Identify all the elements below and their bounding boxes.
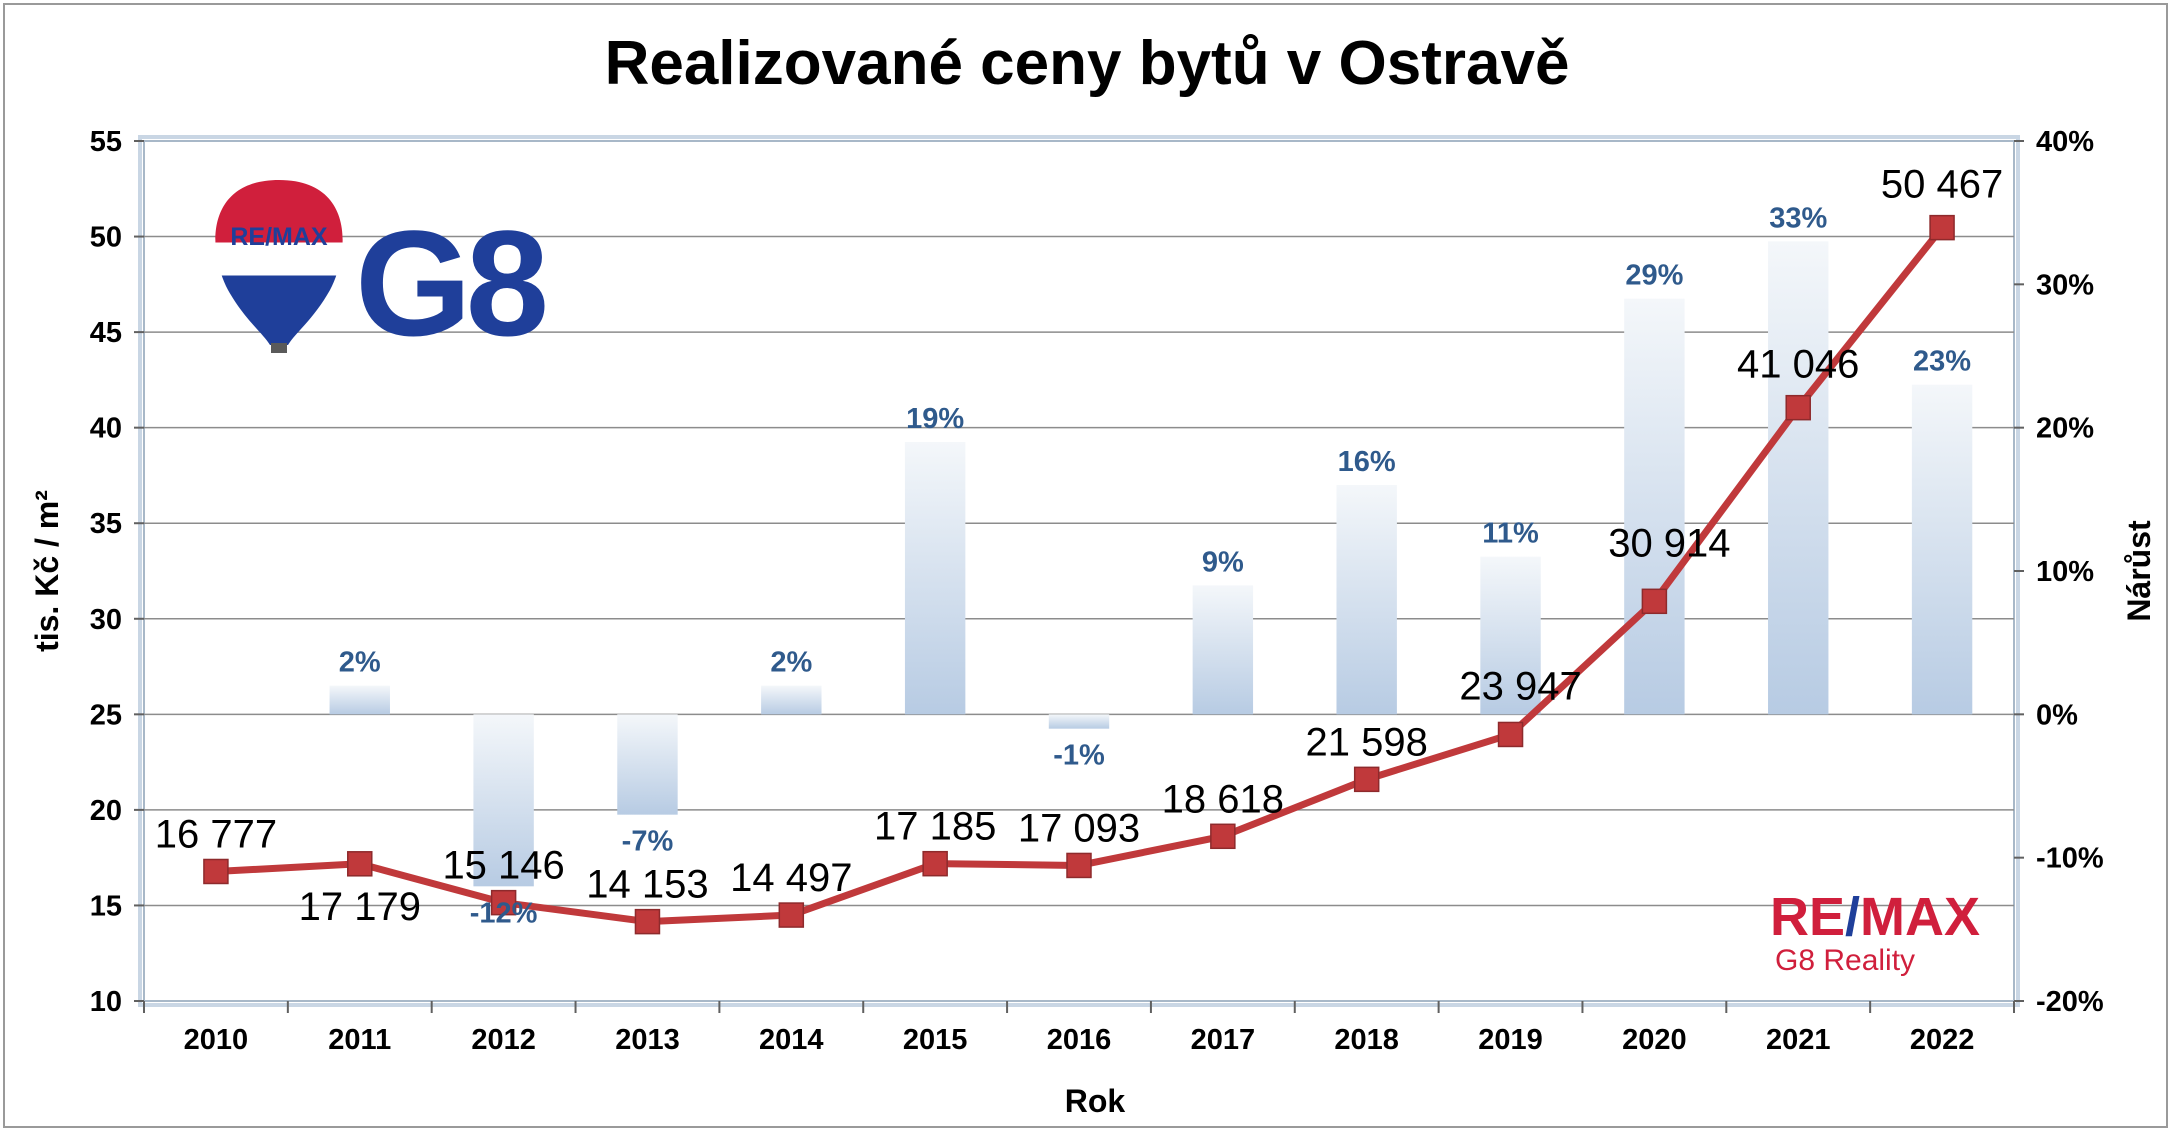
y2-tick-label: -20% <box>2036 986 2104 1018</box>
growth-bar <box>617 714 678 815</box>
corner-logo-subtitle: G8 Reality <box>1775 944 1915 977</box>
price-marker <box>778 902 805 928</box>
price-marker <box>1785 394 1811 421</box>
price-marker <box>1641 588 1668 615</box>
growth-bar <box>473 714 534 887</box>
y2-tick-label: 20% <box>2036 413 2094 445</box>
y2-tick-label: 0% <box>2036 699 2078 731</box>
price-marker <box>922 850 948 877</box>
price-marker <box>1929 214 1955 241</box>
x-tick-label: 2022 <box>1910 1024 1975 1056</box>
growth-label: 16% <box>1338 446 1396 478</box>
price-label: 17 179 <box>299 885 421 929</box>
x-axis-title: Rok <box>1065 1083 1126 1119</box>
price-marker <box>1497 721 1524 748</box>
price-marker <box>1210 823 1236 850</box>
price-label: 23 947 <box>1459 664 1581 708</box>
price-label: 50 467 <box>1881 163 2003 207</box>
y-tick-label: 45 <box>90 317 122 349</box>
axes: 10 15 20 25 30 35 40 45 50 55 -20% -10% 0% 10% 20% 30% 4… <box>90 126 2104 1056</box>
price-marker <box>203 858 229 885</box>
corner-logo-brand: RE/MAX <box>1770 887 1980 947</box>
y-tick-label: 20 <box>90 795 122 827</box>
growth-label: 23% <box>1913 346 1971 378</box>
price-marker <box>490 889 517 916</box>
y-tick-label: 55 <box>90 126 122 158</box>
growth-label: 2% <box>339 647 381 679</box>
growth-label: 2% <box>770 647 812 679</box>
g8-logo-text: G8 <box>355 199 545 367</box>
y2-tick-label: 30% <box>2036 269 2094 301</box>
x-tick-label: 2012 <box>471 1024 536 1056</box>
growth-bar <box>1192 585 1254 715</box>
growth-bar <box>329 685 390 715</box>
y-tick-label: 40 <box>90 413 122 445</box>
x-tick-label: 2014 <box>759 1024 824 1056</box>
price-marker <box>347 851 373 877</box>
growth-label: 19% <box>906 403 964 435</box>
price-label: 21 598 <box>1306 720 1428 764</box>
price-label: 41 046 <box>1737 343 1859 387</box>
x-tick-label: 2018 <box>1334 1024 1399 1056</box>
growth-label: -7% <box>622 826 674 858</box>
growth-label: 29% <box>1625 260 1683 292</box>
x-tick-label: 2019 <box>1478 1024 1543 1056</box>
price-line <box>203 214 1955 935</box>
price-label: 17 185 <box>874 805 996 849</box>
x-tick-label: 2011 <box>328 1024 391 1056</box>
growth-bar <box>1624 298 1685 715</box>
growth-bar <box>904 442 966 715</box>
growth-label: 11% <box>1482 518 1539 550</box>
growth-label: 33% <box>1769 202 1827 234</box>
x-tick-label: 2010 <box>184 1024 249 1056</box>
y-tick-label: 50 <box>90 222 122 254</box>
price-label: 14 497 <box>730 856 852 900</box>
price-label: 14 153 <box>586 863 708 907</box>
growth-label: 9% <box>1202 546 1244 578</box>
x-tick-label: 2017 <box>1191 1024 1256 1056</box>
y2-tick-label: 10% <box>2036 556 2094 588</box>
price-label: 15 146 <box>442 844 564 888</box>
y-tick-label: 25 <box>90 699 122 731</box>
price-marker <box>1066 852 1092 879</box>
balloon-logo-text: RE/MAX <box>230 223 328 251</box>
y-tick-label: 30 <box>90 604 122 636</box>
y-axis-title: tis. Kč / m² <box>29 490 65 652</box>
balloon-basket-icon <box>271 343 287 353</box>
remax-balloon-logo: RE/MAX G8 <box>215 180 551 367</box>
data-labels: 2% -12% -7% 2% 19% -1% 9% 16% 11% 29% 33% 23% 16 777… <box>155 163 2003 930</box>
growth-bar <box>1336 485 1397 715</box>
price-label: 16 777 <box>155 812 277 856</box>
price-marker <box>1353 766 1380 793</box>
growth-bar <box>761 685 822 715</box>
growth-label: -12% <box>470 897 538 929</box>
growth-label: -1% <box>1053 740 1105 772</box>
growth-bars <box>329 241 1973 887</box>
balloon-icon <box>215 180 343 345</box>
y2-axis-title: Nárůst <box>2121 520 2157 622</box>
y-tick-label: 35 <box>90 508 122 540</box>
y2-tick-label: 40% <box>2036 126 2094 158</box>
y-tick-label: 10 <box>90 986 122 1018</box>
chart-title: Realizované ceny bytů v Ostravě <box>605 29 1570 98</box>
y-tick-label: 15 <box>90 890 122 922</box>
price-label: 30 914 <box>1608 521 1730 565</box>
price-label: 18 618 <box>1162 777 1284 821</box>
remax-corner-logo: RE/MAX G8 Reality <box>1770 887 1980 977</box>
x-tick-label: 2013 <box>615 1024 680 1056</box>
price-label: 17 093 <box>1018 806 1140 850</box>
x-tick-label: 2016 <box>1047 1024 1112 1056</box>
growth-bar <box>1048 714 1110 729</box>
growth-bar <box>1768 241 1829 715</box>
x-tick-label: 2020 <box>1622 1024 1687 1056</box>
x-tick-label: 2021 <box>1766 1024 1831 1056</box>
price-marker <box>634 908 661 935</box>
growth-bar <box>1911 384 1973 715</box>
y2-tick-label: -10% <box>2036 843 2104 875</box>
growth-bar <box>1480 556 1541 715</box>
x-tick-label: 2015 <box>903 1024 968 1056</box>
